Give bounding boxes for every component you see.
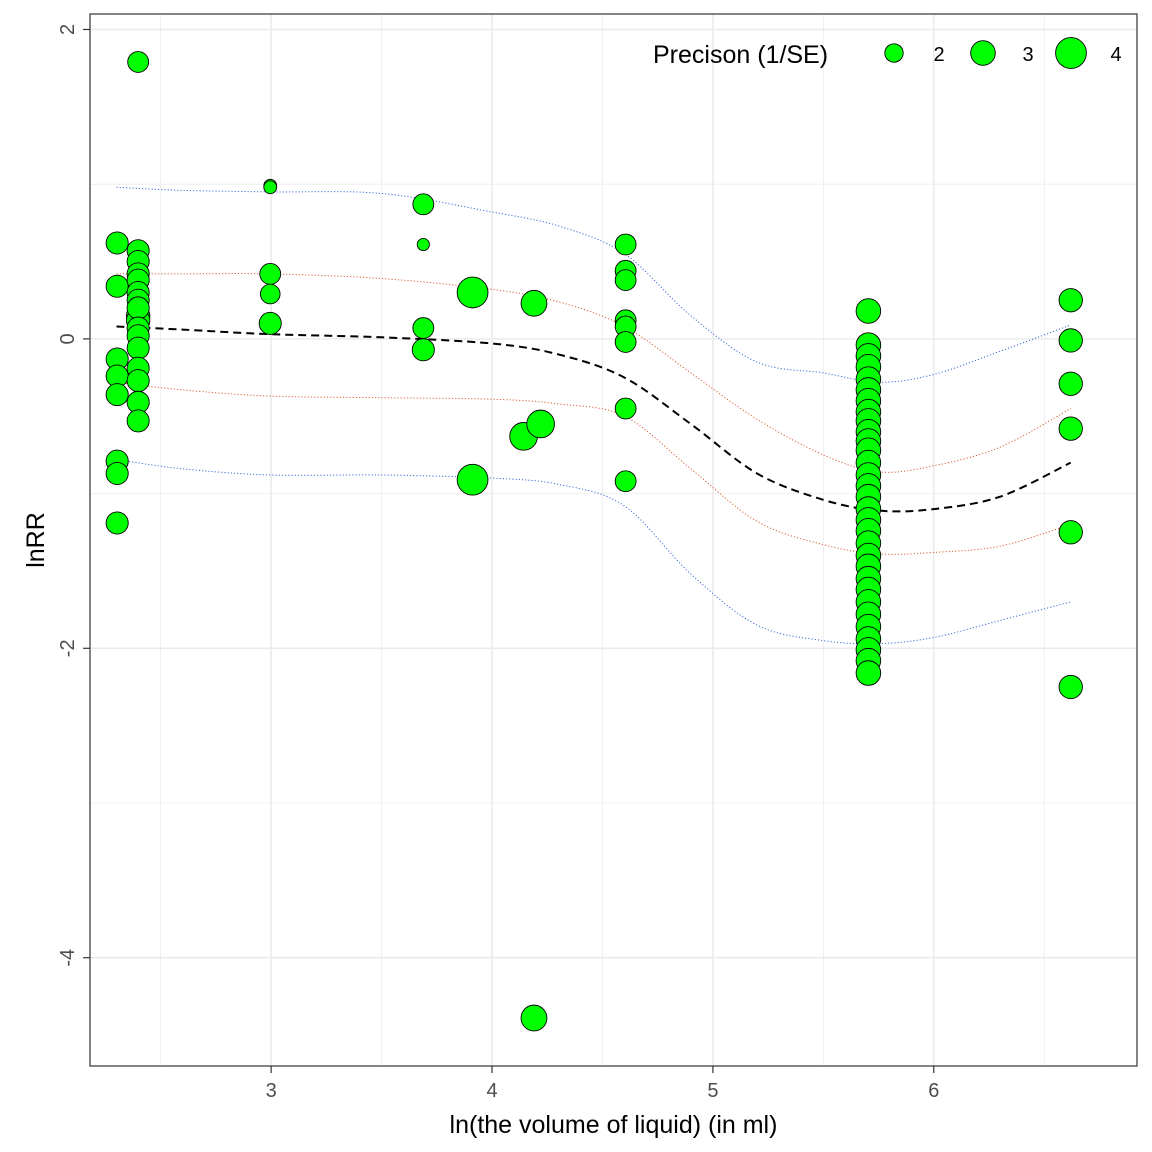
x-axis-ticks: 3 4 5 6 <box>266 1066 939 1102</box>
x-tick-label: 5 <box>707 1080 718 1102</box>
data-point <box>126 336 150 360</box>
x-axis-title: ln(the volume of liquid) (in ml) <box>450 1111 778 1139</box>
data-point <box>126 369 150 393</box>
data-point <box>614 233 637 256</box>
prediction-interval-lower <box>116 459 1071 645</box>
data-point <box>105 231 129 255</box>
data-point <box>127 51 150 73</box>
data-point <box>1058 328 1083 353</box>
data-point <box>456 276 489 309</box>
y-tick-label: -2 <box>57 639 79 657</box>
y-axis-ticks: -4 -2 0 2 <box>57 24 90 967</box>
data-points <box>105 51 1083 1032</box>
y-tick-label: 2 <box>57 24 79 35</box>
legend-label-2: 2 <box>933 44 944 66</box>
grid <box>90 14 1137 1066</box>
x-tick-label: 3 <box>266 1080 277 1102</box>
prediction-interval-upper <box>116 186 1071 383</box>
data-point <box>1058 416 1083 441</box>
legend-title: Precison (1/SE) <box>653 41 828 69</box>
data-point <box>263 180 278 195</box>
legend-key-3 <box>970 40 996 66</box>
data-point <box>614 397 637 420</box>
data-point <box>126 296 150 320</box>
data-point <box>614 331 637 353</box>
data-point <box>105 461 129 485</box>
confidence-bands <box>116 186 1071 645</box>
data-point <box>416 237 430 252</box>
data-point <box>526 409 555 439</box>
data-point <box>411 338 435 362</box>
data-point <box>1058 674 1083 700</box>
data-point <box>456 463 489 496</box>
y-tick-label: -4 <box>57 949 79 967</box>
data-point <box>1058 288 1083 313</box>
fit-curve-layer <box>116 325 1072 513</box>
data-point <box>105 383 129 407</box>
data-point <box>855 660 882 686</box>
confidence-interval-lower <box>116 381 1071 555</box>
legend-key-4 <box>1055 37 1087 69</box>
data-point <box>105 274 129 298</box>
fit-curve <box>116 325 1072 513</box>
legend-label-3: 3 <box>1022 44 1033 66</box>
data-point <box>855 298 882 324</box>
data-point <box>520 1004 548 1032</box>
x-tick-label: 6 <box>928 1080 939 1102</box>
data-point <box>105 511 129 535</box>
y-axis-title: lnRR <box>22 512 50 568</box>
data-point <box>258 311 282 335</box>
panel-border <box>89 13 1138 1067</box>
legend-label-4: 4 <box>1110 44 1121 66</box>
data-point <box>614 470 637 493</box>
data-point <box>412 317 435 339</box>
confidence-interval-upper <box>116 273 1071 473</box>
data-point <box>259 283 281 305</box>
legend: Precison (1/SE) 2 3 4 <box>653 37 1122 69</box>
y-tick-label: 0 <box>57 333 79 344</box>
data-point <box>1058 520 1083 545</box>
data-point <box>259 263 282 285</box>
data-point <box>614 269 637 291</box>
x-tick-label: 4 <box>486 1080 497 1102</box>
legend-key-2 <box>884 43 904 63</box>
data-point <box>412 193 435 216</box>
data-point <box>520 289 548 317</box>
data-point <box>1058 371 1083 396</box>
data-point <box>126 409 150 433</box>
